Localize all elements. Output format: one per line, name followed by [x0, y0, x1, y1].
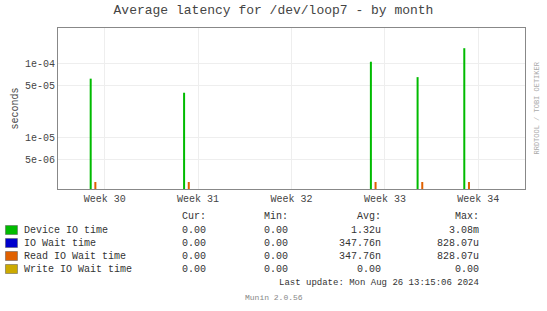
svg-text:Average latency for /dev/loop7: Average latency for /dev/loop7 - by mont…	[114, 3, 434, 18]
svg-text:0.00: 0.00	[264, 238, 288, 249]
svg-text:Week 30: Week 30	[84, 194, 126, 205]
svg-text:347.76n: 347.76n	[339, 238, 381, 249]
svg-text:Week 32: Week 32	[270, 194, 312, 205]
svg-text:Device IO time: Device IO time	[24, 225, 108, 236]
svg-text:0.00: 0.00	[182, 251, 206, 262]
svg-text:Week 31: Week 31	[177, 194, 219, 205]
svg-text:1.32u: 1.32u	[351, 225, 381, 236]
svg-text:0.00: 0.00	[182, 238, 206, 249]
svg-text:347.76n: 347.76n	[339, 251, 381, 262]
svg-text:Read IO Wait time: Read IO Wait time	[24, 251, 126, 262]
svg-text:Munin 2.0.56: Munin 2.0.56	[245, 293, 303, 302]
svg-text:Max:: Max:	[455, 211, 479, 222]
svg-text:Week 33: Week 33	[364, 194, 406, 205]
svg-text:1e-05: 1e-05	[25, 133, 55, 144]
svg-text:IO Wait time: IO Wait time	[24, 238, 96, 249]
svg-text:RRDTOOL / TOBI OETIKER: RRDTOOL / TOBI OETIKER	[533, 61, 541, 154]
svg-text:828.07u: 828.07u	[437, 238, 479, 249]
svg-text:Week 34: Week 34	[457, 194, 499, 205]
svg-text:5e-05: 5e-05	[25, 81, 55, 92]
svg-text:Write IO Wait time: Write IO Wait time	[24, 264, 132, 275]
svg-text:5e-06: 5e-06	[25, 155, 55, 166]
svg-text:1e-04: 1e-04	[25, 59, 55, 70]
svg-text:0.00: 0.00	[264, 251, 288, 262]
svg-text:seconds: seconds	[10, 87, 21, 129]
svg-text:Min:: Min:	[264, 211, 288, 222]
svg-text:0.00: 0.00	[182, 225, 206, 236]
svg-text:Last update: Mon Aug 26 13:15:: Last update: Mon Aug 26 13:15:06 2024	[279, 278, 479, 288]
svg-text:Cur:: Cur:	[182, 211, 206, 222]
svg-text:3.08m: 3.08m	[449, 225, 479, 236]
svg-text:0.00: 0.00	[264, 225, 288, 236]
svg-text:0.00: 0.00	[264, 264, 288, 275]
svg-text:Avg:: Avg:	[357, 211, 381, 222]
svg-text:0.00: 0.00	[455, 264, 479, 275]
svg-text:0.00: 0.00	[182, 264, 206, 275]
svg-text:828.07u: 828.07u	[437, 251, 479, 262]
svg-text:0.00: 0.00	[357, 264, 381, 275]
